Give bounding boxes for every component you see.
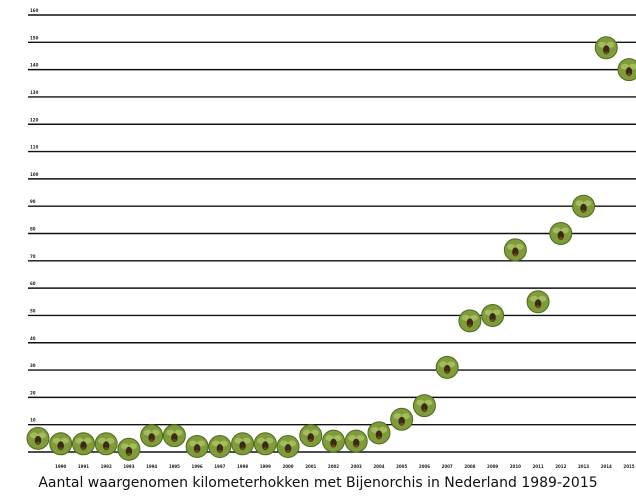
y-tick-label: 150 [30, 35, 39, 40]
x-tick-label: 2012 [555, 464, 566, 469]
data-point-1994 [140, 424, 164, 448]
x-tick-label: 2008 [464, 464, 475, 469]
y-tick-label: 110 [30, 145, 39, 150]
x-tick-label: 2014 [601, 464, 612, 469]
x-tick-label: 2000 [282, 464, 293, 469]
x-tick-label: 2004 [373, 464, 384, 469]
data-point-2005 [390, 407, 414, 431]
chart-caption: Aantal waargenomen kilometerhokken met B… [38, 475, 598, 491]
y-tick-label: 120 [30, 117, 39, 122]
y-tick-label: 80 [30, 227, 36, 232]
x-tick-label: 2001 [305, 464, 316, 469]
x-tick-label: 1996 [192, 464, 203, 469]
data-point-2001 [299, 424, 323, 448]
data-point-2008 [458, 309, 482, 333]
x-tick-label: 2013 [578, 464, 589, 469]
data-point-2004 [367, 421, 391, 445]
data-point-1993 [117, 437, 141, 461]
x-tick-label: 1997 [214, 464, 225, 469]
x-tick-label: 2003 [351, 464, 362, 469]
data-point-2009 [481, 303, 505, 327]
data-point-1997 [208, 435, 232, 459]
data-point-1992 [94, 432, 118, 456]
grid-lines [28, 14, 636, 453]
x-tick-label: 2009 [487, 464, 498, 469]
data-point-2010 [503, 238, 527, 262]
data-point-2015 [617, 58, 636, 82]
data-point-2003 [344, 429, 368, 453]
data-point-2007 [435, 355, 459, 379]
data-point-1991 [71, 432, 95, 456]
data-point-2006 [412, 394, 436, 418]
y-tick-label: 90 [30, 199, 36, 204]
data-point-1990 [49, 432, 73, 456]
x-tick-label: 2007 [442, 464, 453, 469]
x-tick-label: 2005 [396, 464, 407, 469]
x-tick-label: 2015 [623, 464, 634, 469]
x-tick-label: 1999 [260, 464, 271, 469]
data-point-2013 [572, 194, 596, 218]
data-point-1989 [26, 426, 50, 450]
y-tick-label: 40 [30, 336, 36, 341]
x-tick-label: 1992 [101, 464, 112, 469]
data-point-1995 [162, 424, 186, 448]
y-tick-label: 10 [30, 418, 36, 423]
x-tick-label: 2010 [510, 464, 521, 469]
data-point-2014 [594, 36, 618, 60]
x-tick-labels: 1990 1991 1992 1993 1994 1995 1996 1997 1998 1999… [55, 464, 635, 469]
y-tick-labels: 10 20 30 40 50 60 70 80 90 100 110 120 130 140 150 160 [30, 8, 39, 423]
data-point-1996 [185, 435, 209, 459]
y-tick-label: 60 [30, 281, 36, 286]
x-tick-label: 1993 [123, 464, 134, 469]
data-point-2000 [276, 435, 300, 459]
x-tick-label: 1995 [169, 464, 180, 469]
data-point-2002 [322, 429, 345, 453]
x-tick-label: 2006 [419, 464, 430, 469]
y-tick-label: 100 [30, 172, 39, 177]
x-tick-label: 1998 [237, 464, 248, 469]
x-tick-label: 2011 [533, 464, 544, 469]
data-point-2012 [549, 222, 573, 245]
x-tick-label: 1991 [78, 464, 89, 469]
data-point-1999 [253, 432, 277, 456]
y-tick-label: 50 [30, 308, 36, 313]
data-point-1998 [231, 432, 255, 456]
y-tick-label: 30 [30, 363, 36, 368]
y-tick-label: 20 [30, 390, 36, 395]
y-tick-label: 70 [30, 254, 36, 259]
y-tick-label: 140 [30, 63, 39, 68]
x-tick-label: 1994 [146, 464, 157, 469]
x-tick-label: 2002 [328, 464, 339, 469]
data-points [26, 36, 636, 461]
data-point-2011 [526, 290, 550, 314]
y-tick-label: 130 [30, 90, 39, 95]
x-tick-label: 1990 [55, 464, 66, 469]
y-tick-label: 160 [30, 8, 39, 13]
